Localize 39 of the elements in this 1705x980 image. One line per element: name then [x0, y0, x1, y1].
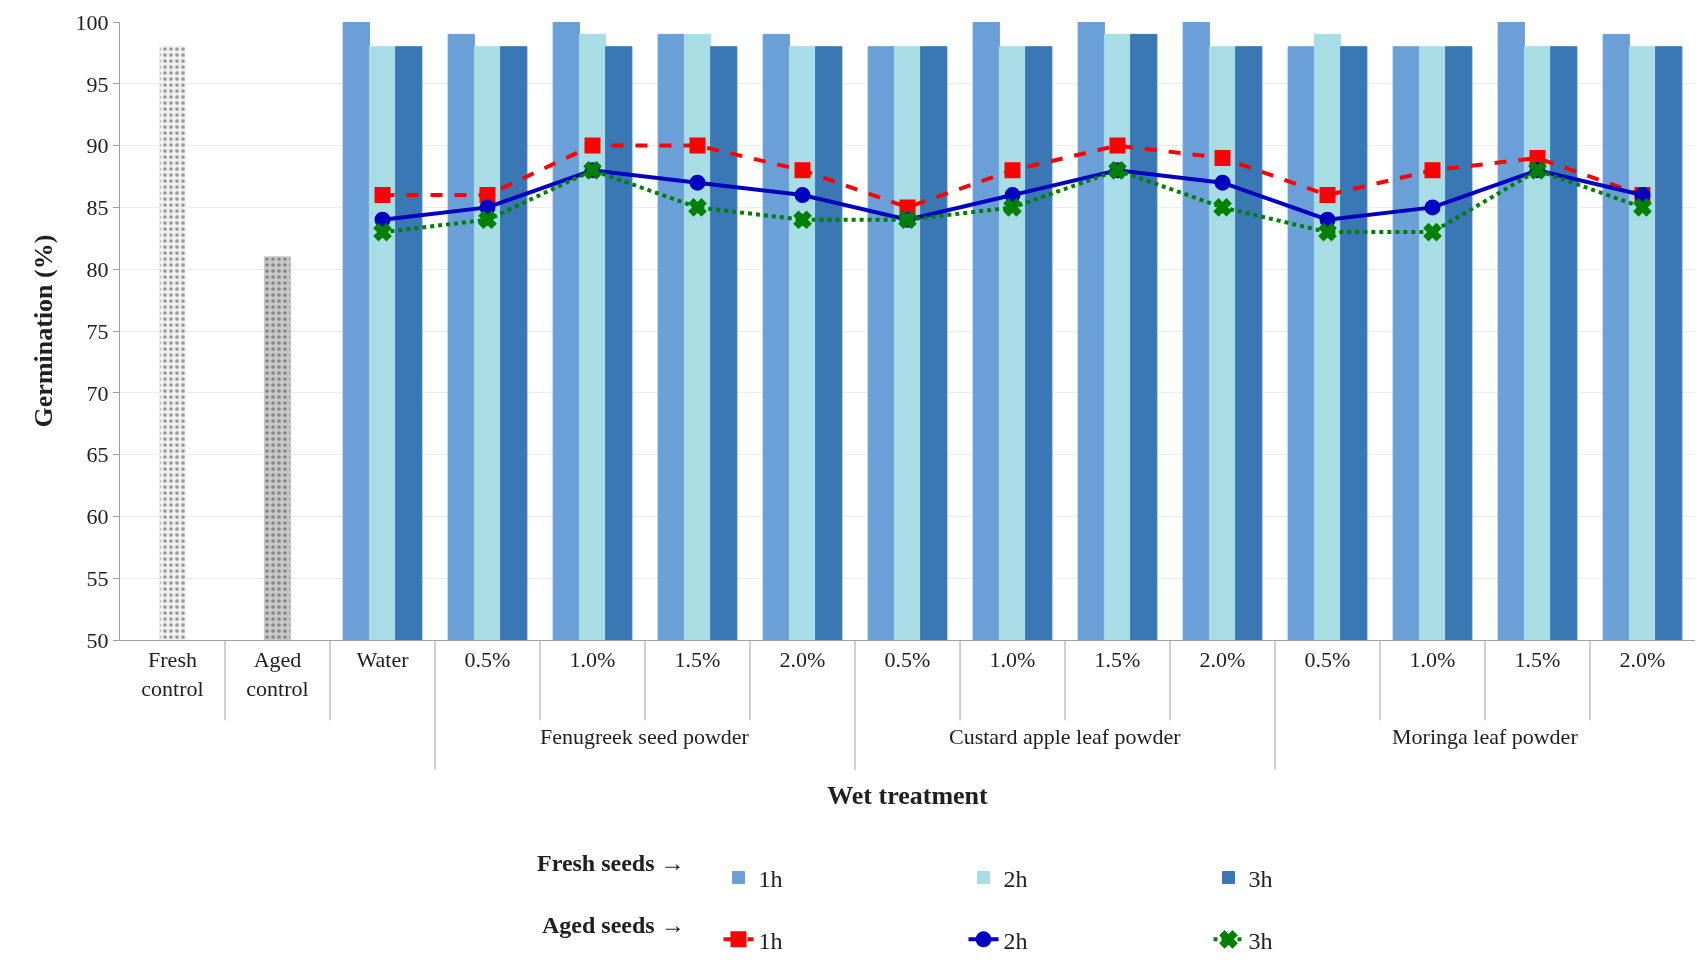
x-tick-label: Aged control	[246, 647, 309, 701]
y-axis-title: Germination (%)	[29, 234, 58, 428]
legend-label: 3h	[1248, 865, 1273, 892]
legend-label: 1h	[758, 865, 783, 892]
x-tick-label: 1.0%	[1409, 647, 1456, 673]
x-tick-label: 1.5%	[674, 647, 721, 673]
x-axis-title: Wet treatment	[827, 780, 989, 810]
text: Custard apple leaf powder	[949, 724, 1182, 749]
y-tick-label: 85	[86, 195, 109, 221]
text: Aged seeds →	[542, 912, 685, 938]
x-tick-label: Fresh control	[141, 647, 204, 701]
text: Fenugreek seed powder	[540, 724, 750, 749]
x-tick-label: 2.0%	[1199, 647, 1246, 673]
x-tick-label: 0.5%	[884, 647, 931, 673]
x-tick-label: 1.5%	[1514, 647, 1561, 673]
y-tick-label: 95	[86, 71, 109, 97]
legend-label: 1h	[758, 927, 783, 954]
y-tick-label: 65	[86, 442, 109, 468]
x-tick-label: 2.0%	[1619, 647, 1666, 673]
y-tick-label: 75	[86, 318, 109, 344]
y-tick-label: 60	[86, 504, 109, 530]
text: Moringa leaf powder	[1392, 724, 1579, 749]
legend-label: 2h	[1003, 927, 1028, 954]
legend-label: 2h	[1003, 865, 1028, 892]
y-tick-label: 90	[86, 133, 109, 159]
y-tick-label: 50	[86, 627, 109, 653]
x-tick-label: 2.0%	[779, 647, 826, 673]
y-tick-label: 80	[86, 256, 109, 282]
x-tick-label: 1.5%	[1094, 647, 1141, 673]
y-tick-label: 55	[86, 565, 109, 591]
legend-label: 3h	[1248, 927, 1273, 954]
x-tick-label: 1.0%	[989, 647, 1036, 673]
x-tick-label: 0.5%	[1304, 647, 1351, 673]
y-tick-label: 100	[75, 9, 109, 35]
x-tick-label: 1.0%	[569, 647, 616, 673]
x-tick-label: 0.5%	[464, 647, 511, 673]
y-tick-label: 70	[86, 380, 109, 406]
text: Fresh seeds →	[537, 850, 685, 876]
x-tick-label: Water	[356, 647, 410, 673]
